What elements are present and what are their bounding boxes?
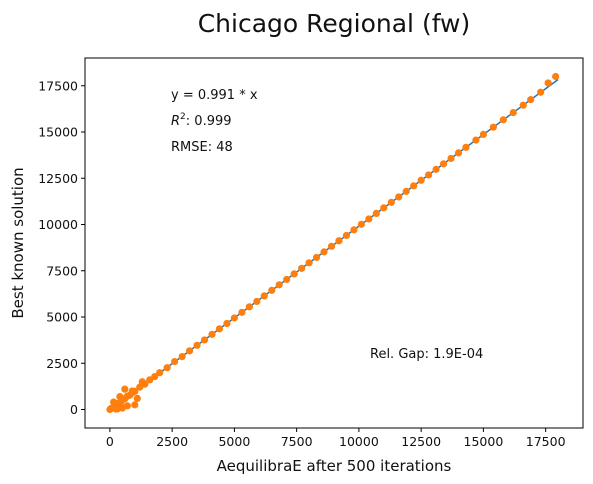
data-point xyxy=(290,270,298,278)
data-point xyxy=(527,96,535,104)
data-point xyxy=(432,165,440,173)
data-point xyxy=(372,209,380,217)
data-point xyxy=(410,182,418,190)
x-tick-label: 7500 xyxy=(281,434,313,449)
data-point xyxy=(133,394,141,402)
data-point xyxy=(365,215,373,223)
equation-annotation: y = 0.991 * x xyxy=(171,88,258,103)
data-point xyxy=(395,193,403,201)
data-point xyxy=(335,237,343,245)
data-point xyxy=(283,275,291,284)
data-point xyxy=(305,259,313,267)
data-point xyxy=(138,378,146,386)
data-point xyxy=(447,154,455,163)
data-point xyxy=(312,253,321,262)
data-point xyxy=(454,149,463,157)
data-point xyxy=(200,336,209,344)
data-point xyxy=(342,231,351,240)
y-tick-label: 17500 xyxy=(38,78,78,93)
data-point xyxy=(425,171,433,179)
y-tick-label: 2500 xyxy=(46,356,78,371)
y-axis: 0 2500 5000 7500 10000 12500 15000 17500 xyxy=(38,78,85,417)
data-point xyxy=(151,372,159,381)
r-squared-annotation: R2: 0.999 xyxy=(171,112,232,129)
x-tick-label: 17500 xyxy=(526,434,566,449)
data-point xyxy=(110,398,118,406)
data-point xyxy=(519,101,527,109)
data-point xyxy=(116,392,124,401)
r-squared-exponent: 2 xyxy=(180,112,186,122)
data-point xyxy=(215,325,224,333)
rmse-annotation: RMSE: 48 xyxy=(171,140,233,155)
plot-area xyxy=(106,72,560,414)
data-point xyxy=(552,72,560,81)
r-squared-symbol: R xyxy=(171,114,180,129)
x-tick-label: 10000 xyxy=(339,434,379,449)
x-axis: 0 2500 5000 7500 10000 12500 15000 17500 xyxy=(106,428,566,449)
y-tick-label: 7500 xyxy=(46,263,78,278)
data-point xyxy=(275,281,283,289)
data-point xyxy=(185,347,194,355)
data-point xyxy=(223,319,231,328)
data-point xyxy=(253,297,261,306)
data-point xyxy=(238,308,246,316)
data-point xyxy=(171,357,179,366)
plot-frame xyxy=(84,57,584,429)
x-tick-label: 12500 xyxy=(401,434,441,449)
data-point xyxy=(499,116,507,124)
data-point xyxy=(479,130,487,139)
data-point xyxy=(509,108,517,117)
rel-gap-annotation: Rel. Gap: 1.9E-04 xyxy=(370,347,483,362)
y-tick-label: 10000 xyxy=(38,217,78,232)
data-point xyxy=(462,143,470,151)
data-point xyxy=(489,123,497,131)
data-point xyxy=(245,303,253,311)
data-point xyxy=(439,160,448,168)
data-point xyxy=(320,248,328,256)
y-tick-label: 15000 xyxy=(38,125,78,140)
data-point xyxy=(112,405,120,413)
data-point xyxy=(260,292,268,300)
data-point xyxy=(402,187,410,195)
data-point xyxy=(156,369,164,377)
x-tick-label: 0 xyxy=(106,434,114,449)
data-point xyxy=(131,401,139,409)
data-point xyxy=(350,226,358,234)
y-tick-label: 12500 xyxy=(38,171,78,186)
data-point xyxy=(544,79,552,87)
data-point xyxy=(230,314,238,322)
chart-title: Chicago Regional (fw) xyxy=(198,9,471,38)
data-point xyxy=(472,136,480,144)
y-tick-label: 0 xyxy=(70,402,78,417)
data-point xyxy=(357,220,365,228)
x-axis-label: AequilibraE after 500 iterations xyxy=(217,457,452,475)
r-squared-value: : 0.999 xyxy=(186,114,232,129)
data-point xyxy=(417,176,425,184)
y-axis-label: Best known solution xyxy=(9,167,27,318)
data-point xyxy=(121,385,129,393)
data-point xyxy=(327,242,336,250)
x-tick-label: 5000 xyxy=(218,434,250,449)
data-point xyxy=(208,330,216,338)
data-point xyxy=(193,341,201,349)
x-tick-label: 2500 xyxy=(156,434,188,449)
data-point xyxy=(387,198,395,206)
data-point xyxy=(537,88,545,96)
data-point xyxy=(128,387,136,395)
data-point xyxy=(163,364,171,372)
data-point xyxy=(178,352,186,361)
data-point xyxy=(123,402,131,410)
data-point xyxy=(380,204,388,212)
y-tick-label: 5000 xyxy=(46,310,78,325)
data-point xyxy=(268,286,276,294)
data-point xyxy=(298,264,306,272)
x-tick-label: 15000 xyxy=(464,434,504,449)
